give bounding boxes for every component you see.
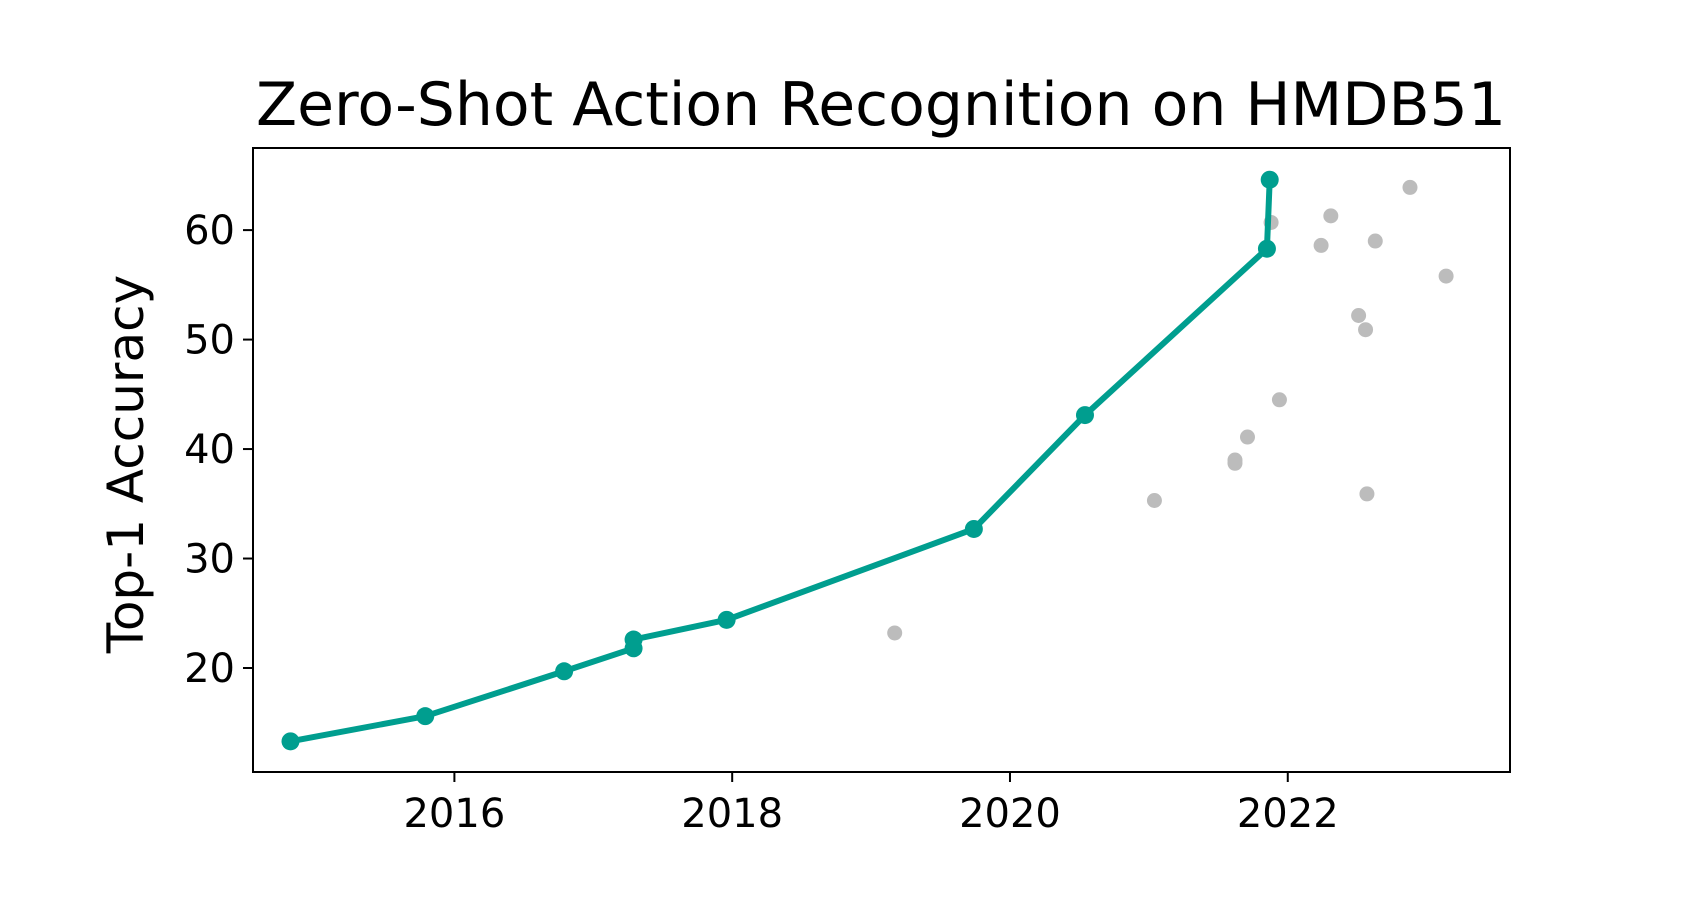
other-point <box>1323 208 1339 224</box>
frontier-point <box>1257 239 1276 258</box>
x-tick-label: 2020 <box>959 791 1061 837</box>
other-point <box>887 625 903 641</box>
frontier-point <box>555 662 574 681</box>
y-tick-label: 40 <box>184 427 235 473</box>
y-axis: 20 30 40 50 60 <box>184 208 253 692</box>
y-axis-label: Top-1 Accuracy <box>97 275 155 654</box>
frontier-point <box>416 707 435 726</box>
y-tick-label: 60 <box>184 208 235 254</box>
frontier-point <box>624 630 643 649</box>
other-point <box>1359 486 1375 502</box>
chart-title: Zero-Shot Action Recognition on HMDB51 <box>256 70 1506 140</box>
frontier-line <box>287 176 1273 745</box>
x-axis: 2016 2018 2020 2022 <box>403 772 1339 837</box>
other-point <box>1271 392 1287 408</box>
frontier-point <box>964 519 983 538</box>
y-tick-label: 30 <box>184 537 235 583</box>
y-tick-label: 50 <box>184 318 235 364</box>
other-point <box>1146 493 1162 509</box>
frontier-point <box>281 732 300 751</box>
x-tick-label: 2018 <box>681 791 783 837</box>
other-point <box>1438 268 1454 284</box>
other-point <box>1351 307 1367 323</box>
frontier-point <box>1075 406 1094 425</box>
frontier-point <box>717 610 736 629</box>
plot-border <box>252 147 1511 773</box>
plot-frame <box>252 147 1511 773</box>
x-tick-label: 2016 <box>403 791 505 837</box>
other-point <box>1367 233 1383 249</box>
y-tick-label: 20 <box>184 646 235 692</box>
frontier-series <box>281 170 1279 751</box>
x-tick-label: 2022 <box>1237 791 1339 837</box>
other-point <box>1358 322 1374 338</box>
other-point <box>1402 179 1418 195</box>
other-points-series <box>887 179 1454 641</box>
other-point <box>1313 237 1329 253</box>
other-point <box>1227 452 1243 468</box>
frontier-point <box>1260 170 1279 189</box>
other-point <box>1239 429 1255 445</box>
